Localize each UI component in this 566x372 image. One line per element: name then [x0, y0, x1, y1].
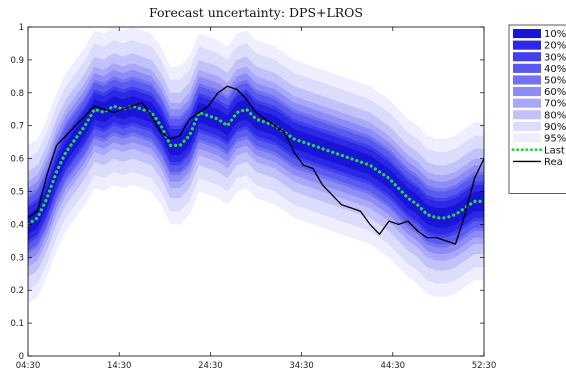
legend-swatch-70pct	[513, 98, 541, 108]
x-tick-label: 24:30	[198, 361, 223, 371]
band-10pct	[28, 96, 484, 235]
x-tick-label: 04:30	[16, 361, 41, 371]
legend-swatch-80pct	[513, 110, 541, 120]
y-tick-label: 0.2	[10, 286, 24, 296]
y-tick-label: 0.7	[10, 122, 24, 132]
legend-swatch-90pct	[513, 121, 541, 131]
axes: 0 0.1 0.2 0.3 0.4 0.5 0.6 0.7 0.8 0.9 1 04:30 14:30 2…	[10, 23, 496, 371]
legend-swatch-20pct	[513, 40, 541, 50]
legend-label: 60%	[544, 87, 566, 98]
legend-swatch-50pct	[513, 75, 541, 85]
legend-swatch-30pct	[513, 52, 541, 62]
y-tick-label: 0.6	[10, 155, 24, 165]
legend-swatch-95pct	[513, 133, 541, 143]
y-tick-label: 0	[19, 352, 24, 362]
y-tick-label: 0.3	[10, 253, 24, 263]
legend-label: 10%	[544, 29, 566, 40]
series-line-rea	[28, 85, 484, 245]
y-tick-label: 0.1	[10, 319, 24, 329]
legend-swatch-10pct	[513, 29, 541, 39]
legend-swatch-60pct	[513, 87, 541, 97]
legend-label: Rea	[544, 157, 563, 168]
legend-label: 30%	[544, 52, 566, 63]
legend-label: Last	[544, 145, 565, 156]
y-tick-label: 0.4	[10, 220, 24, 230]
y-tick-label: 0.8	[10, 89, 24, 99]
x-tick-label: 52:30	[472, 361, 497, 371]
y-tick-label: 0.9	[10, 56, 24, 66]
legend-label: 20%	[544, 41, 566, 52]
legend-swatch-40pct	[513, 63, 541, 73]
chart-title: Forecast uncertainty: DPS+LROS	[149, 5, 363, 20]
x-tick-label: 44:30	[381, 361, 406, 371]
legend-label: 40%	[544, 64, 566, 75]
x-tick-label: 34:30	[289, 361, 314, 371]
legend-label: 70%	[544, 99, 566, 110]
plot-area	[28, 27, 484, 304]
plot-content	[28, 27, 484, 304]
legend-label: 95%	[544, 134, 566, 145]
y-tick-label: 1	[19, 23, 24, 33]
legend-label: 50%	[544, 76, 566, 87]
x-tick-label: 14:30	[107, 361, 132, 371]
legend-label: 80%	[544, 110, 566, 121]
legend-label: 90%	[544, 122, 566, 133]
y-tick-label: 0.5	[10, 188, 24, 198]
